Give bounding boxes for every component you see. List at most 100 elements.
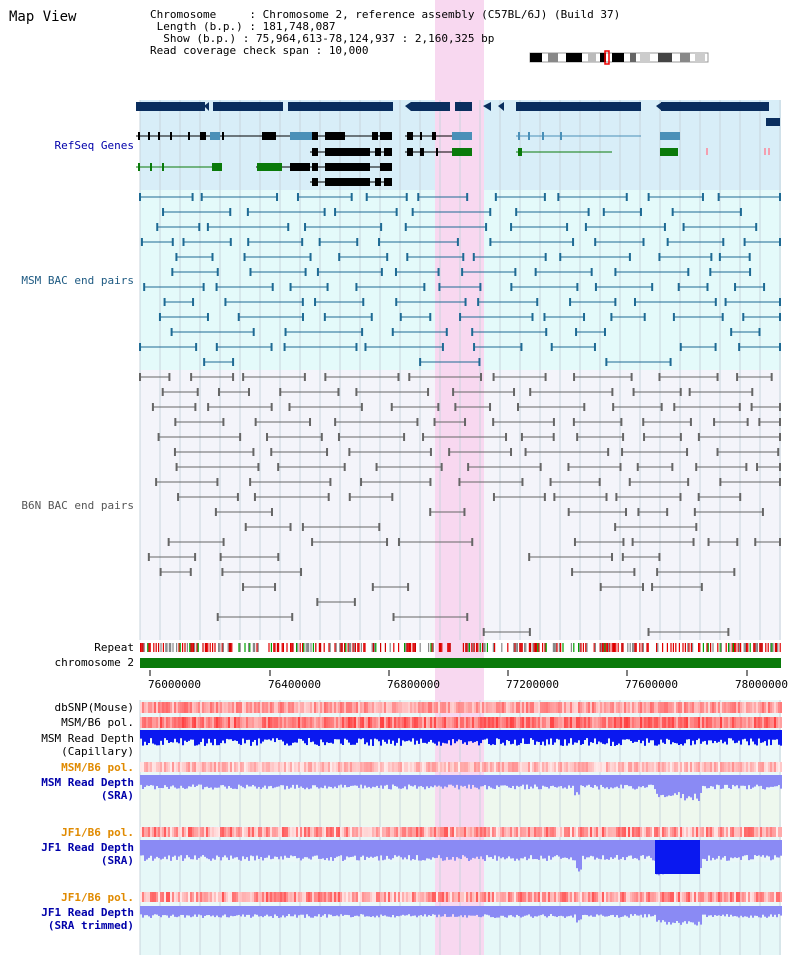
read-depth-bar [180, 906, 182, 915]
jf1-depth-trimmed-label[interactable]: JF1 Read Depth (SRA trimmed) [41, 906, 134, 932]
read-depth-bar [718, 775, 720, 786]
polymorphism-cell [530, 892, 532, 902]
polymorphism-cell [772, 892, 774, 902]
jf1-depth-sra-label[interactable]: JF1 Read Depth (SRA) [41, 841, 134, 867]
bac-end [221, 568, 224, 576]
msm-depth-sra-label[interactable]: MSM Read Depth (SRA) [41, 776, 134, 802]
repeat-mark [593, 643, 595, 652]
read-depth-bar [750, 775, 752, 789]
msm-b6-pol-sra-label[interactable]: MSM/B6 pol. [61, 761, 134, 774]
polymorphism-cell [356, 717, 358, 728]
polymorphism-cell [218, 702, 220, 713]
polymorphism-cell [384, 762, 386, 772]
repeat-mark [562, 643, 564, 652]
jf1-b6-pol-label[interactable]: JF1/B6 pol. [61, 826, 134, 839]
repeat-mark [202, 643, 204, 652]
bac-end [316, 268, 319, 276]
chromosome-label[interactable]: chromosome 2 [54, 656, 134, 669]
refseq-genes-label[interactable]: RefSeq Genes [54, 139, 134, 152]
gene-exon [210, 132, 220, 140]
read-depth-bar [280, 775, 282, 786]
read-depth-bar [452, 730, 454, 740]
polymorphism-cell [500, 762, 502, 772]
polymorphism-cell [150, 827, 152, 837]
read-depth-bar [630, 906, 632, 915]
read-depth-bar [322, 906, 324, 916]
repeat-mark [344, 643, 346, 652]
polymorphism-cell [350, 892, 352, 902]
bac-end [700, 583, 703, 591]
ideogram-band [530, 53, 542, 62]
polymorphism-cell [322, 717, 324, 728]
bac-end [271, 283, 274, 291]
polymorphism-cell [628, 827, 630, 837]
polymorphism-cell [678, 827, 680, 837]
b6n-bac-label[interactable]: B6N BAC end pairs [21, 499, 134, 512]
bac-end [510, 283, 513, 291]
read-depth-bar [498, 906, 500, 918]
gene-block [766, 118, 780, 126]
polymorphism-cell [192, 762, 194, 772]
dbsnp-label[interactable]: dbSNP(Mouse) [54, 701, 134, 714]
polymorphism-cell [414, 827, 416, 837]
polymorphism-cell [434, 827, 436, 837]
polymorphism-cell [704, 762, 706, 772]
polymorphism-cell [180, 762, 182, 772]
polymorphism-cell [374, 702, 376, 713]
read-depth-bar [630, 775, 632, 787]
read-depth-bar [586, 730, 588, 739]
polymorphism-cell [198, 827, 200, 837]
read-depth-bar [470, 730, 472, 742]
polymorphism-cell [350, 762, 352, 772]
polymorphism-cell [492, 827, 494, 837]
read-depth-bar [298, 906, 300, 916]
read-depth-bar [248, 906, 250, 915]
polymorphism-cell [396, 762, 398, 772]
polymorphism-cell [468, 762, 470, 772]
polymorphism-cell [472, 702, 474, 713]
polymorphism-cell [518, 702, 520, 713]
gene-block [411, 102, 450, 111]
polymorphism-cell [718, 762, 720, 772]
polymorphism-cell [298, 717, 300, 728]
axis-tick-label: 76400000 [268, 678, 321, 691]
polymorphism-cell [414, 762, 416, 772]
read-depth-bar [164, 730, 166, 739]
polymorphism-cell [326, 827, 328, 837]
read-depth-bar [254, 840, 256, 861]
polymorphism-cell [376, 892, 378, 902]
read-depth-bar [276, 730, 278, 739]
read-depth-bar [528, 906, 530, 915]
polymorphism-cell [536, 762, 538, 772]
polymorphism-cell [620, 702, 622, 713]
jf1-b6-pol-trim-label[interactable]: JF1/B6 pol. [61, 891, 134, 904]
bac-end [222, 538, 225, 546]
read-depth-bar [518, 906, 520, 917]
msm-depth-capillary-label[interactable]: MSM Read Depth (Capillary) [41, 732, 134, 758]
polymorphism-cell [628, 717, 630, 728]
msm-b6-pol-label[interactable]: MSM/B6 pol. [61, 716, 134, 729]
polymorphism-cell [630, 717, 632, 728]
read-depth-bar [636, 775, 638, 789]
polymorphism-cell [168, 827, 170, 837]
read-depth-bar [266, 730, 268, 740]
read-depth-bar [342, 730, 344, 746]
read-depth-bar [670, 906, 672, 925]
polymorphism-cell [646, 702, 648, 713]
read-depth-bar [502, 840, 504, 858]
read-depth-bar [252, 840, 254, 857]
bac-end [323, 208, 326, 216]
repeat-mark [375, 643, 377, 652]
read-depth-bar [620, 840, 622, 859]
repeat-mark [244, 643, 246, 652]
read-depth-bar [458, 775, 460, 790]
polymorphism-cell [768, 702, 770, 713]
read-depth-bar [658, 730, 660, 745]
repeat-label[interactable]: Repeat [94, 641, 134, 654]
repeat-mark [318, 643, 320, 652]
msm-bac-label[interactable]: MSM BAC end pairs [21, 274, 134, 287]
polymorphism-cell [162, 717, 164, 728]
polymorphism-cell [556, 717, 558, 728]
polymorphism-cell [284, 827, 286, 837]
